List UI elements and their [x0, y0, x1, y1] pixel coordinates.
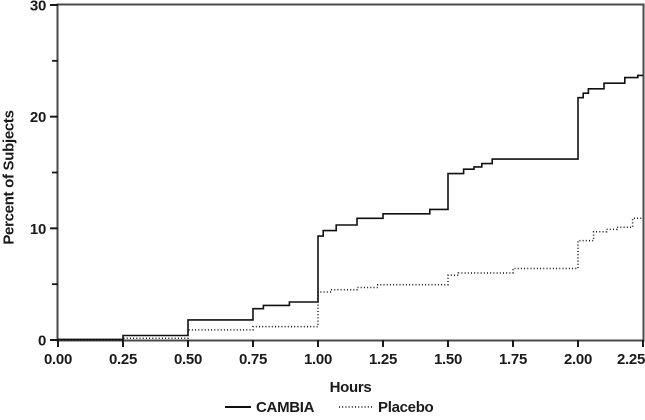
legend-item-placebo: Placebo [338, 398, 434, 416]
y-axis-title: Percent of Subjects [0, 110, 18, 245]
x-tick-label: 1.75 [499, 351, 527, 368]
y-tick-label: 30 [30, 0, 46, 15]
chart-legend: CAMBIA Placebo [0, 398, 645, 418]
x-tick-label: 0.25 [109, 351, 137, 368]
series-line-placebo [58, 217, 643, 341]
x-tick-label: 0.00 [44, 351, 72, 368]
x-tick-label: 0.75 [239, 351, 267, 368]
solid-line-swatch [225, 406, 251, 408]
legend-label-cambia: CAMBIA [256, 398, 315, 416]
x-tick-label: 2.25 [617, 351, 645, 368]
series-line-cambia [58, 74, 643, 341]
legend-label-placebo: Placebo [378, 398, 434, 416]
y-tick-label: 10 [30, 221, 46, 238]
x-tick-label: 0.50 [174, 351, 202, 368]
legend-item-cambia: CAMBIA [224, 398, 315, 416]
x-tick-label: 1.00 [304, 351, 332, 368]
x-tick-label: 1.50 [434, 351, 462, 368]
y-tick-label: 0 [38, 333, 46, 350]
dotted-line-swatch [339, 406, 373, 408]
y-tick-label: 20 [30, 109, 46, 126]
x-tick-label: 1.25 [369, 351, 397, 368]
x-tick-label: 2.00 [564, 351, 592, 368]
x-axis-title: Hours [329, 379, 372, 396]
